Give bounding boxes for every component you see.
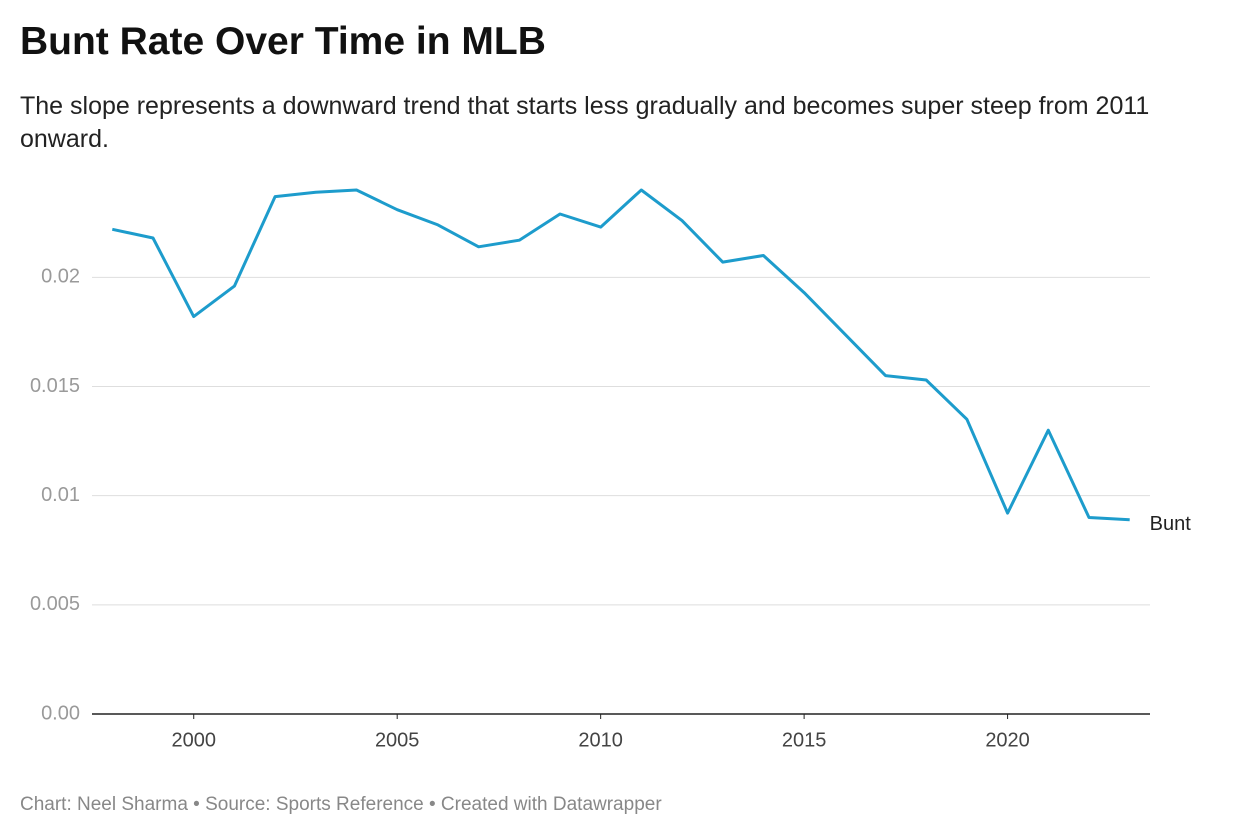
chart-title: Bunt Rate Over Time in MLB <box>20 20 546 63</box>
y-tick-label: 0.02 <box>41 266 80 288</box>
line-series <box>111 188 1130 522</box>
y-tick-label: 0.00 <box>41 702 80 724</box>
x-tick-label: 2000 <box>171 729 216 751</box>
x-tick-label: 2005 <box>375 729 420 751</box>
chart-subtitle: The slope represents a downward trend th… <box>20 92 1150 153</box>
x-tick-label: 2010 <box>578 729 623 751</box>
y-tick-label: 0.015 <box>30 375 80 397</box>
chart-source: Chart: Neel Sharma • Source: Sports Refe… <box>20 794 662 815</box>
y-tick-label: 0.01 <box>41 484 80 506</box>
x-tick-label: 2020 <box>985 729 1030 751</box>
series-label: Bunt <box>1150 513 1192 535</box>
chart: 0.00 0.005 0.01 0.015 0.02 2000 2005 2010 2015 20… <box>30 188 1192 751</box>
y-tick-label: 0.005 <box>30 593 80 615</box>
x-tick-label: 2015 <box>782 729 827 751</box>
